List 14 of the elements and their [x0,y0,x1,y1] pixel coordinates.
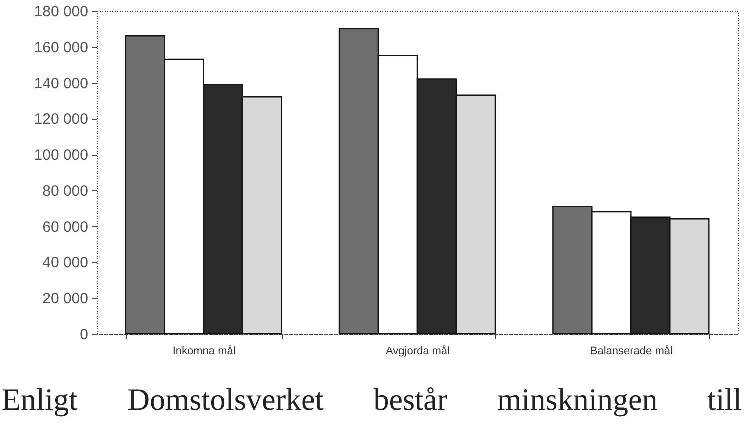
y-tick-label: 120 000 [34,111,88,128]
y-tick-label: 180 000 [34,4,88,20]
y-tick-label: 100 000 [34,147,88,164]
y-tick-label: 20 000 [42,290,88,308]
text: Enligt Domstolsverket består minskningen till [2,382,742,418]
y-tick-label: 140 000 [34,75,88,92]
y-tick-label: 60 000 [42,218,88,236]
y-tick-label: 80 000 [42,182,88,200]
y-tick-label: 0 [80,326,88,344]
y-tick-label: 40 000 [42,254,88,272]
x-tick-label: Inkomna mål [172,346,236,358]
x-tick-label: Avgjorda mål [386,346,450,358]
y-tick-label: 160 000 [34,39,88,56]
x-tick-label: Balanserade mål [590,346,673,358]
